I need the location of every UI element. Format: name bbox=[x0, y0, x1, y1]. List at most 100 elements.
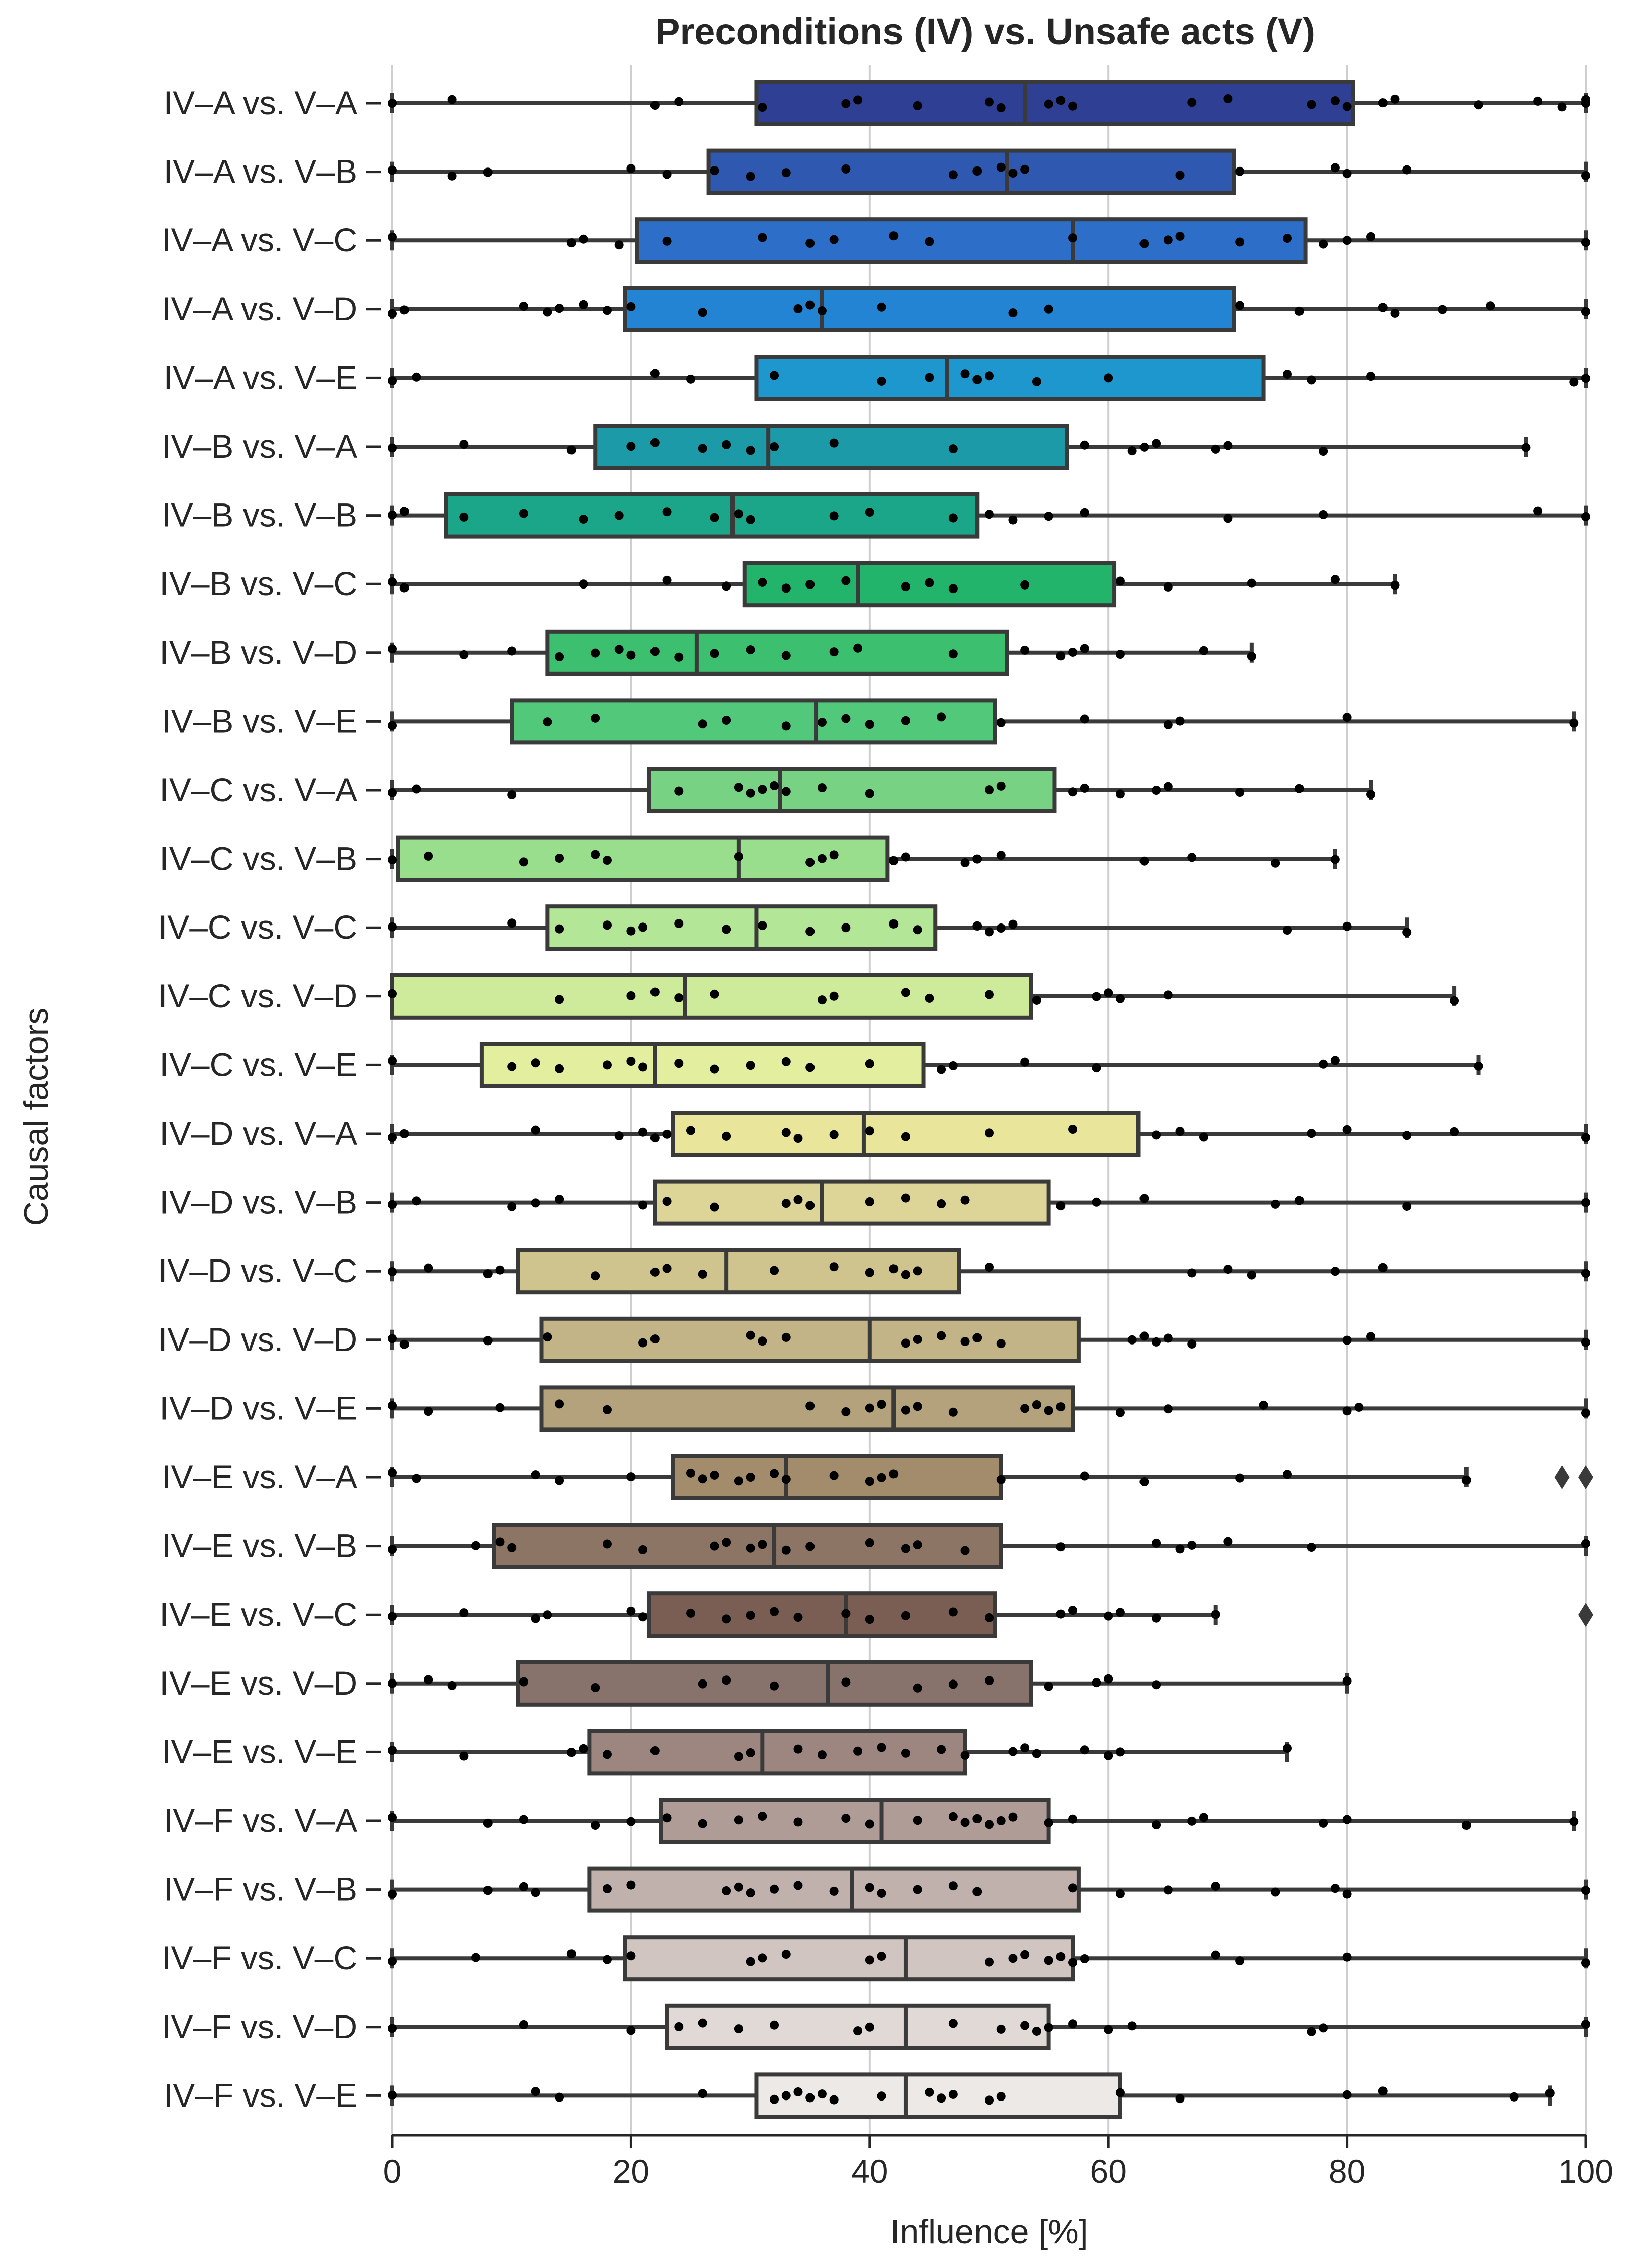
x-tick-label: 0 bbox=[383, 2153, 402, 2190]
category-label: IV–E vs. V–D bbox=[160, 1664, 358, 1702]
data-point bbox=[1235, 788, 1245, 797]
data-point bbox=[1307, 1543, 1316, 1552]
data-point bbox=[710, 1541, 719, 1551]
data-point bbox=[925, 237, 934, 246]
data-point bbox=[626, 926, 636, 936]
data-point bbox=[638, 1612, 648, 1622]
data-point bbox=[1152, 786, 1161, 795]
data-point bbox=[555, 995, 564, 1004]
data-point bbox=[1533, 506, 1543, 516]
iqr-box bbox=[539, 1316, 1081, 1363]
data-point bbox=[781, 1057, 791, 1066]
iqr-box bbox=[510, 698, 997, 745]
data-point bbox=[531, 1470, 540, 1480]
data-point bbox=[1342, 169, 1352, 178]
data-point bbox=[996, 162, 1006, 172]
data-point bbox=[1139, 1194, 1149, 1203]
category-label: IV–E vs. V–B bbox=[161, 1527, 357, 1564]
data-point bbox=[638, 1062, 648, 1072]
data-point bbox=[865, 1126, 874, 1136]
data-point bbox=[841, 1407, 851, 1416]
data-point bbox=[674, 2022, 684, 2031]
data-point bbox=[1366, 790, 1376, 799]
box-group bbox=[388, 973, 1459, 1020]
data-point bbox=[1115, 1747, 1125, 1757]
data-point bbox=[817, 783, 827, 793]
data-point bbox=[1139, 856, 1149, 866]
data-point bbox=[1294, 1196, 1304, 1205]
data-point bbox=[1342, 1815, 1352, 1824]
data-point bbox=[901, 1611, 910, 1620]
data-point bbox=[746, 1748, 755, 1758]
data-point bbox=[1127, 1335, 1137, 1345]
data-point bbox=[662, 1129, 672, 1139]
data-point bbox=[972, 1887, 982, 1896]
data-point bbox=[722, 440, 731, 449]
category-label: IV–F vs. V–E bbox=[164, 2076, 357, 2114]
box-series bbox=[388, 80, 1593, 2119]
data-point bbox=[746, 1888, 755, 1898]
data-point bbox=[1366, 232, 1376, 241]
data-point bbox=[1056, 1201, 1066, 1211]
data-point bbox=[1152, 1130, 1161, 1140]
data-point bbox=[674, 652, 684, 662]
iqr-box bbox=[646, 1591, 997, 1638]
category-label: IV–D vs. V–C bbox=[158, 1252, 357, 1289]
data-point bbox=[972, 166, 982, 176]
data-point bbox=[734, 2024, 743, 2034]
box-group bbox=[388, 1316, 1590, 1363]
data-point bbox=[698, 1269, 707, 1279]
data-point bbox=[591, 1271, 600, 1281]
category-label: IV–A vs. V–B bbox=[164, 153, 357, 190]
data-point bbox=[1008, 169, 1018, 178]
data-point bbox=[781, 1128, 791, 1137]
data-point bbox=[1139, 442, 1149, 452]
data-point bbox=[1080, 508, 1089, 517]
data-point bbox=[901, 1544, 910, 1553]
data-point bbox=[925, 373, 934, 382]
data-point bbox=[650, 369, 660, 378]
data-point bbox=[459, 650, 469, 659]
data-point bbox=[591, 850, 600, 859]
data-point bbox=[531, 1614, 540, 1623]
data-point bbox=[399, 507, 409, 516]
iqr-box bbox=[479, 1042, 926, 1088]
iqr-box bbox=[516, 1248, 961, 1295]
data-point bbox=[996, 2092, 1006, 2102]
data-point bbox=[424, 1407, 433, 1416]
data-point bbox=[913, 1540, 922, 1550]
data-point bbox=[1056, 96, 1066, 105]
data-point bbox=[1581, 512, 1590, 522]
data-point bbox=[925, 578, 934, 587]
data-point bbox=[781, 1199, 791, 1208]
data-point bbox=[758, 1540, 767, 1549]
data-point bbox=[996, 2024, 1006, 2034]
data-point bbox=[841, 1814, 851, 1823]
data-point bbox=[1068, 1958, 1078, 1967]
data-point bbox=[1056, 651, 1066, 661]
data-point bbox=[841, 714, 851, 723]
data-point bbox=[877, 2091, 886, 2101]
data-point bbox=[1104, 1674, 1113, 1684]
data-point bbox=[1235, 237, 1245, 247]
data-point bbox=[770, 1607, 779, 1616]
data-point bbox=[901, 988, 910, 997]
data-point bbox=[996, 923, 1006, 933]
data-point bbox=[710, 649, 719, 658]
data-point bbox=[519, 1815, 528, 1824]
category-label: IV–A vs. V–D bbox=[161, 290, 357, 327]
data-point bbox=[1115, 1608, 1125, 1617]
data-point bbox=[650, 987, 660, 997]
data-point bbox=[805, 1401, 815, 1411]
data-point bbox=[1032, 377, 1041, 386]
data-point bbox=[853, 2026, 863, 2036]
data-point bbox=[1068, 1606, 1078, 1615]
data-point bbox=[960, 1818, 970, 1827]
data-point bbox=[1008, 1954, 1018, 1963]
data-point bbox=[388, 2024, 397, 2033]
data-point bbox=[1008, 919, 1018, 929]
data-point bbox=[1044, 1682, 1053, 1691]
data-point bbox=[543, 1332, 552, 1342]
data-point bbox=[1068, 1125, 1078, 1134]
data-point bbox=[1068, 1814, 1078, 1824]
